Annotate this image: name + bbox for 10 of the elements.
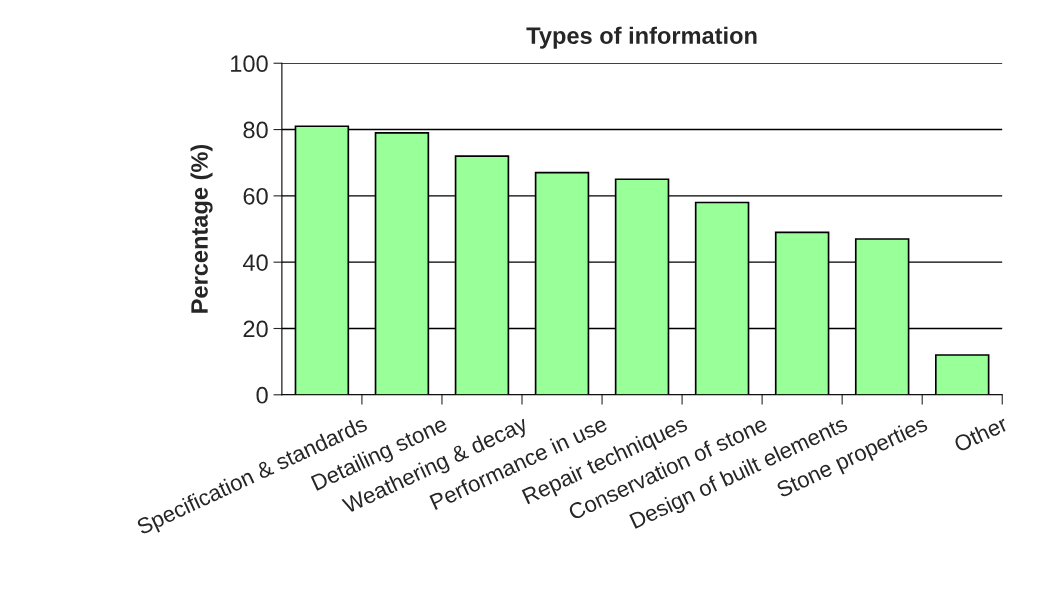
y-tick-label: 100 [231, 55, 268, 73]
x-tick-label: Other [952, 414, 1009, 453]
y-tick-label: 20 [243, 320, 268, 338]
y-axis-title: Percentage (%) [190, 144, 213, 313]
chart-title: Types of information [526, 26, 757, 49]
y-tick-label: 0 [256, 386, 268, 404]
y-tick-label: 80 [243, 121, 268, 139]
bar [934, 354, 990, 395]
y-tick-label: 60 [243, 187, 268, 205]
y-tick-label: 40 [242, 254, 268, 271]
